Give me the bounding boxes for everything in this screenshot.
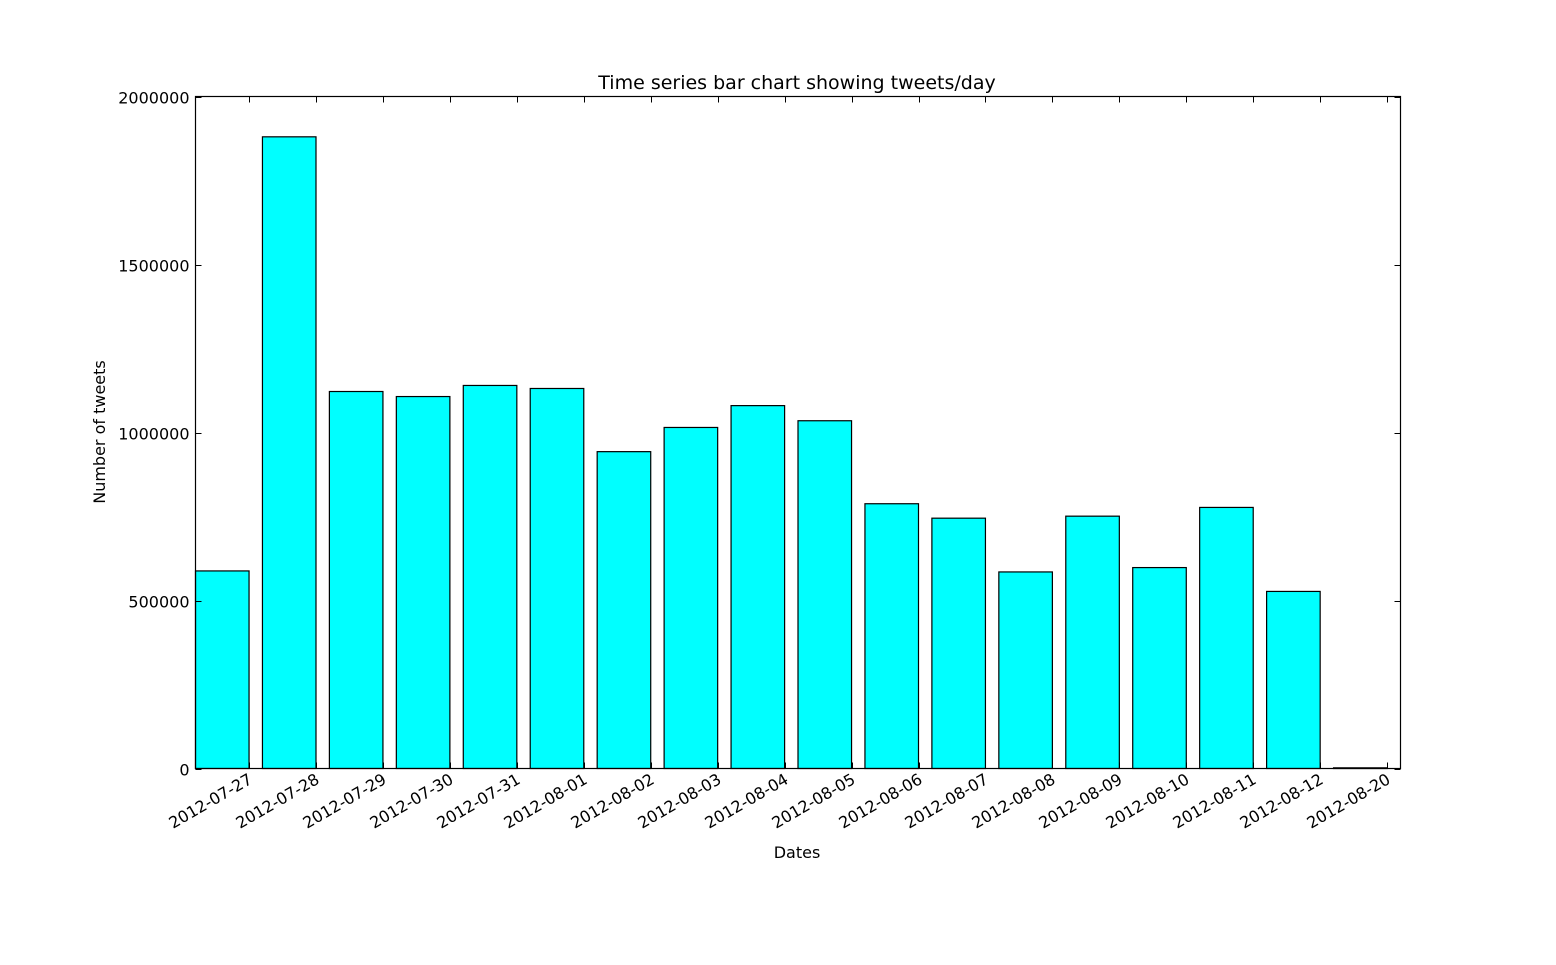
bar-2012-08-02	[596, 451, 652, 770]
bar-2012-08-07	[931, 517, 987, 770]
x-axis-label: Dates	[774, 843, 821, 862]
bar-2012-07-31	[462, 384, 518, 770]
bar-2012-08-12	[1266, 590, 1321, 770]
bar-2012-07-27	[194, 570, 250, 770]
y-axis-label: Number of tweets	[90, 360, 109, 504]
bar-2012-08-03	[663, 426, 719, 770]
bar-2012-08-09	[1065, 515, 1120, 770]
bars-group	[194, 136, 1388, 770]
bar-2012-07-29	[328, 390, 384, 770]
bar-2012-08-11	[1199, 506, 1254, 770]
y-tick-label: 2000000	[118, 89, 189, 108]
bar-2012-08-10	[1132, 566, 1187, 770]
y-tick-label: 1000000	[118, 425, 189, 444]
plot-frame	[194, 95, 1402, 770]
bar-2012-08-06	[864, 503, 920, 770]
bar-2012-08-08	[998, 571, 1053, 770]
chart-title: Time series bar chart showing tweets/day	[597, 72, 995, 94]
bar-2012-07-30	[395, 395, 451, 770]
y-tick-label: 1500000	[118, 257, 189, 276]
y-tick-label: 500000	[128, 593, 189, 612]
bar-2012-07-28	[261, 136, 317, 770]
bar-2012-08-04	[730, 405, 786, 770]
bar-2012-08-05	[797, 420, 853, 770]
y-tick-label: 0	[179, 761, 189, 780]
ticks-group	[195, 96, 1401, 770]
bar-2012-08-01	[529, 387, 585, 770]
